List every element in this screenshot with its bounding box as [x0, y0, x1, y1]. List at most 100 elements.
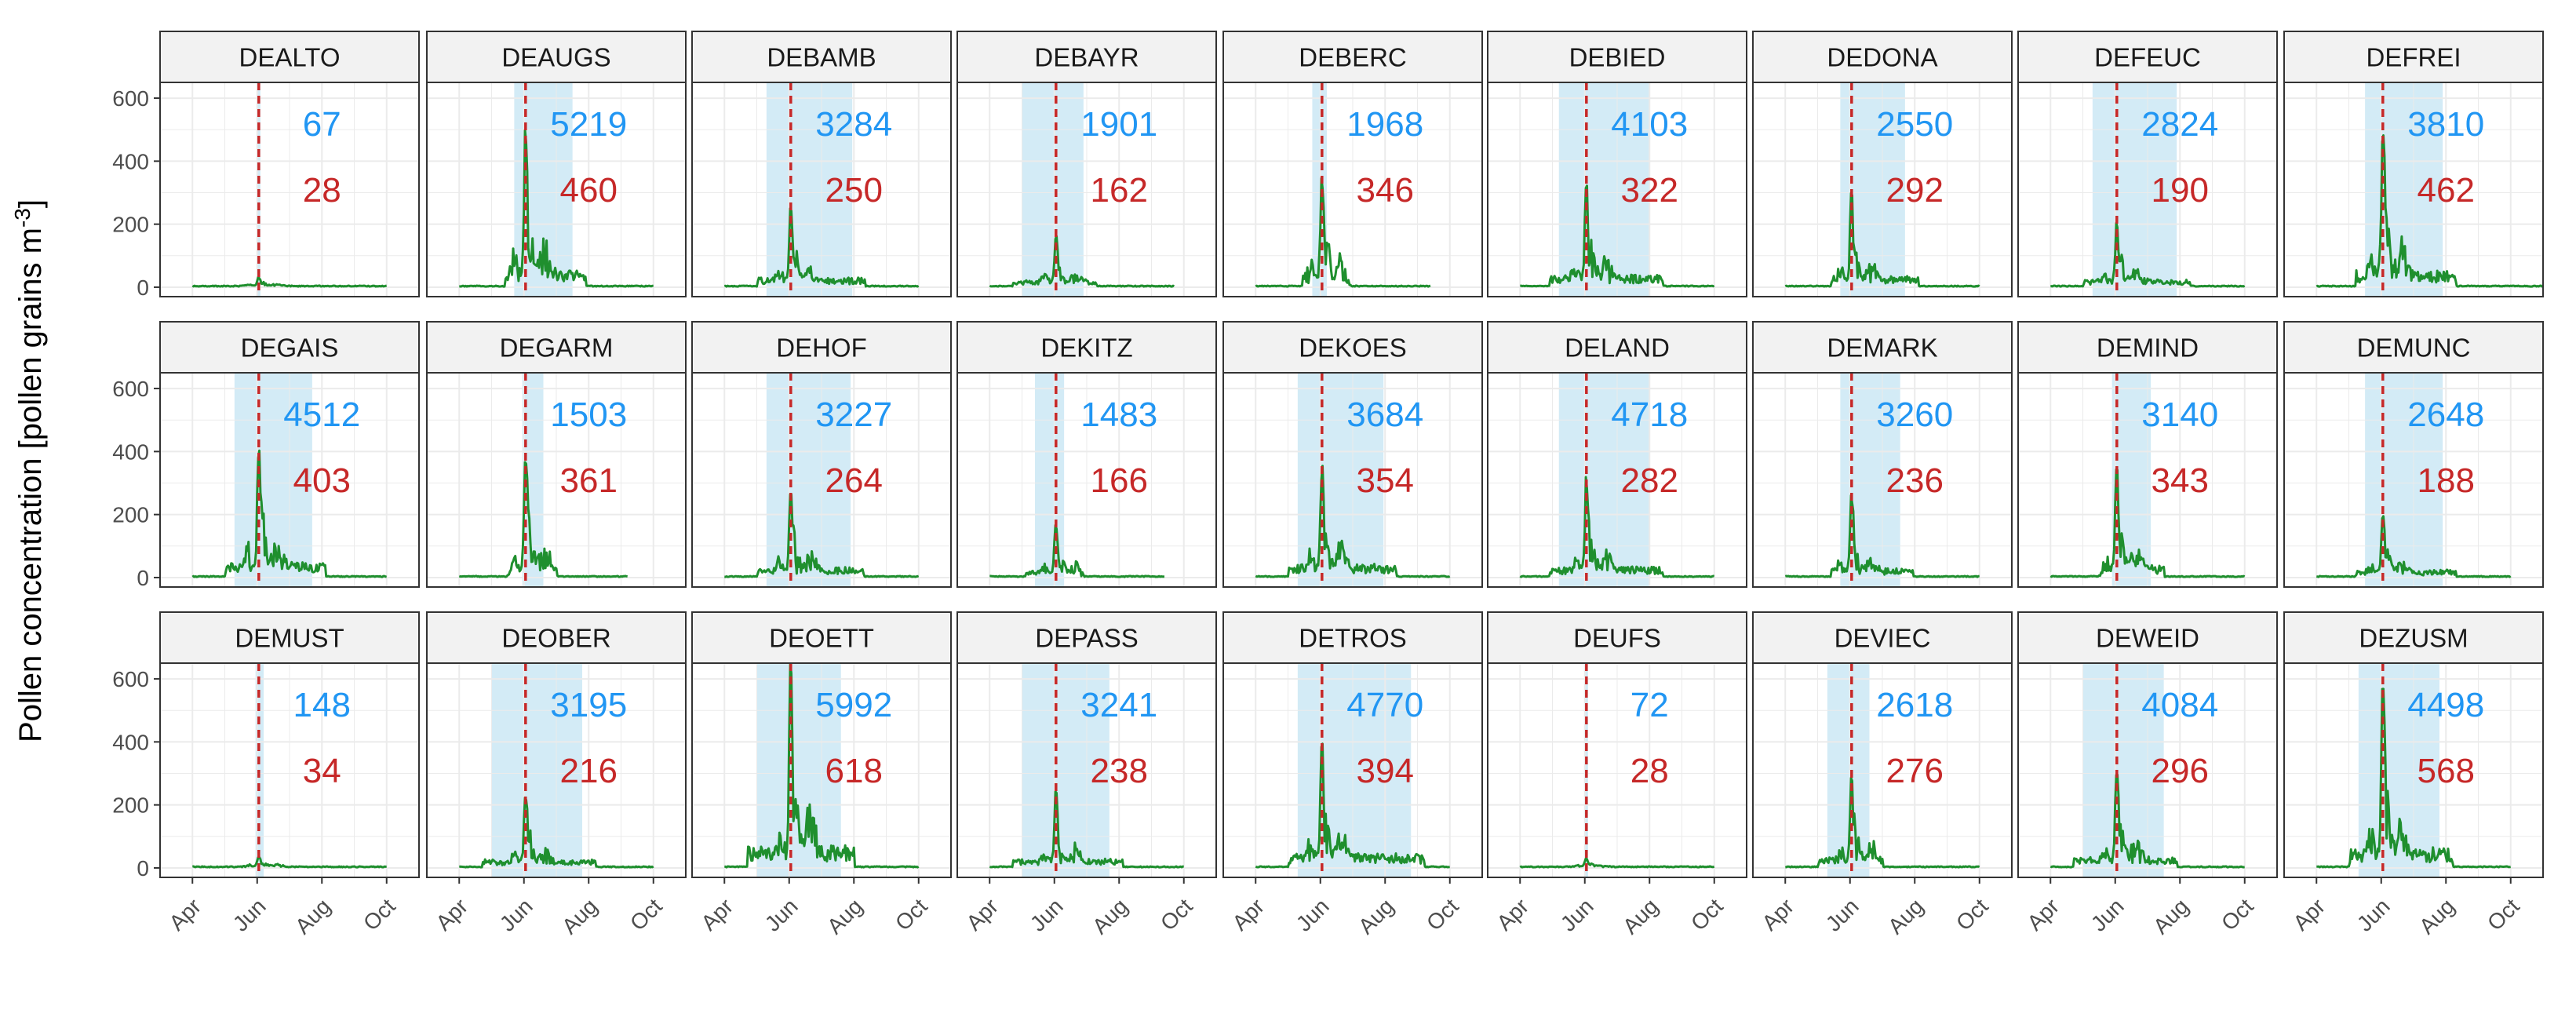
- facet-strip: [956, 321, 1217, 374]
- panel-border: [1487, 82, 1747, 297]
- facet-strip-label: DELAND: [1565, 334, 1670, 363]
- seasonal-pollen-integral-label: 2824: [2141, 105, 2218, 144]
- peak-value-label: 343: [2152, 461, 2209, 500]
- facet-strip: [956, 31, 1217, 83]
- y-axis-title-superscript: -3: [10, 208, 35, 228]
- peak-value-label: 354: [1357, 461, 1414, 500]
- seasonal-pollen-integral-label: 3241: [1080, 686, 1157, 724]
- pollen-concentration-line: [1784, 191, 1980, 288]
- pollen-season-band: [766, 373, 851, 587]
- facet-strip-label: DEGAIS: [241, 334, 339, 363]
- panel-border: [691, 82, 952, 297]
- pollen-concentration-line: [724, 493, 920, 578]
- pollen-concentration-line: [191, 855, 387, 869]
- pollen-concentration-line: [989, 235, 1175, 288]
- facet-strip-label: DEZUSM: [2359, 624, 2468, 653]
- facet-strip: [1222, 321, 1483, 374]
- panel-border: [1222, 372, 1483, 588]
- facet-strip-label: DEUFS: [1573, 624, 1661, 653]
- pollen-concentration-line: [1520, 184, 1715, 288]
- facet-strip: [2017, 611, 2278, 664]
- peak-value-label: 28: [1630, 752, 1669, 790]
- pollen-concentration-line: [989, 523, 1165, 578]
- y-axis-tick-label: 600: [112, 86, 149, 111]
- peak-value-label: 361: [560, 461, 618, 500]
- x-axis-tick-label: Aug: [822, 894, 867, 939]
- facet-panel-deoett: DEOETT 5992 618 Apr Jun Aug Oct: [691, 611, 952, 939]
- facet-panel-deober: DEOBER 3195 216 Apr Jun Aug Oct: [426, 611, 687, 939]
- panel-border: [426, 82, 687, 297]
- seasonal-pollen-integral-label: 3260: [1876, 396, 1953, 434]
- facet-strip-label: DEDONA: [1827, 43, 1937, 72]
- pollen-concentration-line: [459, 797, 654, 869]
- pollen-concentration-line: [723, 207, 920, 288]
- pollen-season-band: [2365, 373, 2443, 587]
- facet-panel-demunc: DEMUNC 2648 188: [2283, 321, 2544, 588]
- seasonal-pollen-integral-label: 4084: [2141, 686, 2218, 724]
- pollen-season-band: [491, 663, 582, 877]
- pollen-concentration-line: [1519, 476, 1714, 578]
- peak-value-label: 346: [1357, 171, 1414, 210]
- peak-value-label: 618: [825, 752, 883, 790]
- y-axis-title-main: Pollen concentration [pollen grains m: [13, 228, 48, 742]
- seasonal-pollen-integral-label: 3227: [815, 396, 892, 434]
- facet-panel-deland: DELAND 4718 282: [1487, 321, 1747, 588]
- y-axis-tick-label: 400: [112, 149, 149, 173]
- panel-border: [1222, 82, 1483, 297]
- seasonal-pollen-integral-label: 2550: [1876, 105, 1953, 144]
- peak-value-label: 190: [2152, 171, 2209, 210]
- pollen-concentration-line: [1255, 177, 1431, 288]
- x-axis-tick-label: Oct: [2483, 894, 2524, 935]
- x-axis-tick-label: Aug: [557, 894, 602, 939]
- panel-border: [2017, 82, 2278, 297]
- facet-strip: [159, 31, 420, 83]
- facet-strip-label: DEMIND: [2097, 334, 2199, 363]
- pollen-concentration-line: [2050, 221, 2246, 288]
- x-axis-tick-label: Oct: [891, 894, 932, 935]
- seasonal-pollen-integral-label: 1503: [550, 396, 627, 434]
- panel-border: [956, 82, 1217, 297]
- pollen-concentration-line: [191, 275, 388, 288]
- peak-value-label: 460: [560, 171, 618, 210]
- y-axis-tick-label: 200: [112, 793, 149, 818]
- y-axis-tick-label: 400: [112, 439, 149, 464]
- y-axis-tick-label: 0: [137, 856, 149, 881]
- facet-strip-label: DEHOF: [776, 334, 867, 363]
- peak-value-label: 166: [1091, 461, 1148, 500]
- x-axis-tick-label: Apr: [696, 894, 738, 935]
- facet-strip: [1222, 31, 1483, 83]
- panel-border: [159, 82, 420, 297]
- pollen-season-band: [2092, 82, 2177, 297]
- facet-panel-demust: DEMUST 148 34 0 200 400 600 Apr Jun Aug Oct: [112, 611, 420, 939]
- y-axis-title: Pollen concentration [pollen grains m-3]: [10, 199, 48, 742]
- pollen-concentration-line: [1519, 857, 1715, 869]
- peak-value-label: 264: [825, 461, 883, 500]
- facet-panel-depass: DEPASS 3241 238 Apr Jun Aug Oct: [956, 611, 1217, 939]
- pollen-concentration-line: [459, 129, 654, 288]
- x-axis-tick-label: Aug: [290, 894, 335, 939]
- pollen-concentration-line: [989, 790, 1184, 869]
- facet-strip-label: DETROS: [1299, 624, 1407, 653]
- x-axis-tick-label: Aug: [2414, 894, 2459, 939]
- facet-strip: [159, 611, 420, 664]
- seasonal-pollen-integral-label: 1483: [1080, 396, 1157, 434]
- facet-panel-debayr: DEBAYR 1901 162: [956, 31, 1217, 297]
- facet-strip: [1752, 31, 2013, 83]
- panel-border: [1222, 662, 1483, 878]
- seasonal-pollen-integral-label: 3810: [2407, 105, 2484, 144]
- seasonal-pollen-integral-label: 72: [1630, 686, 1669, 724]
- panel-border: [691, 372, 952, 588]
- facet-strip: [1487, 611, 1747, 664]
- facet-panel-dekitz: DEKITZ 1483 166: [956, 321, 1217, 588]
- peak-value-label: 394: [1357, 752, 1414, 790]
- facet-strip-label: DEOBER: [501, 624, 610, 653]
- facet-strip-label: DEALTO: [239, 43, 341, 72]
- pollen-season-band: [1297, 663, 1412, 877]
- peak-value-label: 28: [303, 171, 341, 210]
- peak-value-label: 568: [2418, 752, 2475, 790]
- pollen-concentration-line: [724, 663, 920, 869]
- facet-panel-dezusm: DEZUSM 4498 568 Apr Jun Aug Oct: [2283, 611, 2544, 939]
- panel-border: [2283, 662, 2544, 878]
- peak-value-label: 162: [1091, 171, 1148, 210]
- seasonal-pollen-integral-label: 4103: [1611, 105, 1688, 144]
